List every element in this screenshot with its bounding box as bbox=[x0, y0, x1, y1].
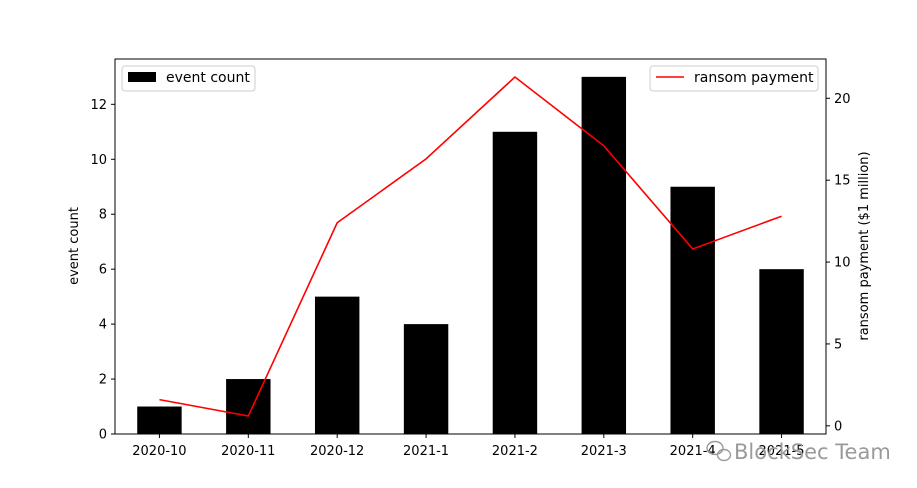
bar-2021-4 bbox=[670, 186, 715, 434]
legend-line-label: ransom payment bbox=[694, 70, 814, 86]
x-tick-label: 2021-5 bbox=[759, 444, 805, 459]
bar-2021-2 bbox=[492, 131, 538, 435]
bar-2021-3 bbox=[581, 76, 627, 434]
y-right-tick-label: 20 bbox=[834, 92, 851, 107]
y-axis-right: 0 5 10 15 20 bbox=[826, 92, 851, 434]
y-left-tick-label: 10 bbox=[90, 153, 107, 168]
x-tick-label: 2021-1 bbox=[403, 444, 449, 459]
watermark-text: BlockSec Team bbox=[734, 440, 891, 464]
legend-bar-swatch bbox=[128, 72, 156, 82]
x-tick-label: 2020-12 bbox=[310, 444, 364, 459]
bar-2021-5 bbox=[759, 269, 804, 434]
y-right-tick-label: 5 bbox=[834, 337, 842, 352]
x-tick-label: 2020-11 bbox=[221, 444, 275, 459]
y-axis-left: 0 2 4 6 8 10 12 bbox=[90, 98, 115, 443]
y-left-tick-label: 4 bbox=[99, 318, 107, 333]
bar-2020-12 bbox=[314, 296, 360, 434]
legend-bar-label: event count bbox=[166, 70, 250, 86]
ransom-payment-line bbox=[159, 75, 782, 417]
y-left-tick-label: 12 bbox=[90, 98, 107, 113]
x-axis: 2020-10 2020-11 2020-12 2021-1 2021-2 2021-3 2… bbox=[132, 434, 805, 459]
legend-line-frame bbox=[649, 65, 819, 92]
bar-2020-11 bbox=[226, 379, 271, 434]
y-axis-right-label: ransom payment ($1 million) bbox=[857, 151, 872, 340]
bar-2020-10 bbox=[137, 406, 182, 434]
x-tick-label: 2021-3 bbox=[581, 444, 627, 459]
y-left-tick-label: 2 bbox=[99, 373, 107, 388]
y-right-tick-label: 15 bbox=[834, 174, 851, 189]
y-right-tick-label: 0 bbox=[834, 419, 842, 434]
x-tick-label: 2020-10 bbox=[132, 444, 186, 459]
y-left-tick-label: 6 bbox=[99, 263, 107, 278]
legend-bar: event count bbox=[121, 65, 256, 92]
x-tick-label: 2021-4 bbox=[670, 444, 716, 459]
wechat-icon bbox=[706, 440, 732, 462]
y-left-tick-label: 8 bbox=[99, 208, 107, 223]
bars-group bbox=[137, 76, 804, 435]
x-tick-label: 2021-2 bbox=[492, 444, 538, 459]
y-axis-left-label: event count bbox=[67, 207, 82, 285]
bar-2021-1 bbox=[403, 324, 449, 434]
legend-line: ransom payment bbox=[649, 65, 819, 92]
plot-frame bbox=[114, 58, 827, 435]
y-right-tick-label: 10 bbox=[834, 256, 851, 271]
watermark: BlockSec Team bbox=[706, 440, 891, 464]
y-left-tick-label: 0 bbox=[99, 428, 107, 443]
